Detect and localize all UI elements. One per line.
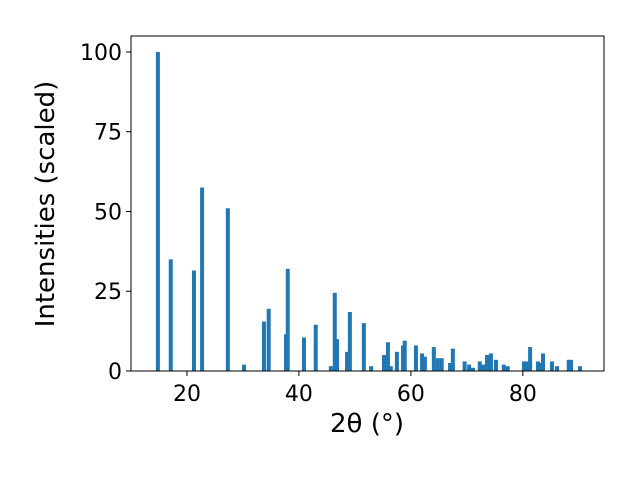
bar	[369, 366, 374, 371]
bar	[385, 342, 390, 371]
x-tick-label: 40	[285, 382, 313, 407]
bar	[471, 367, 476, 371]
bar	[420, 353, 425, 371]
y-tick-label: 75	[94, 121, 122, 146]
x-tick-label: 20	[173, 382, 201, 407]
bar	[413, 345, 418, 371]
bar	[501, 364, 506, 371]
bar	[328, 366, 333, 371]
bar	[577, 366, 582, 371]
bar	[345, 351, 350, 371]
bar	[313, 324, 318, 371]
bar	[301, 337, 306, 371]
bar	[361, 323, 366, 371]
bar	[191, 270, 196, 371]
y-axis-label: Intensities (scaled)	[31, 81, 61, 328]
y-tick-label: 25	[94, 280, 122, 305]
bar	[493, 359, 498, 371]
bar	[332, 292, 337, 371]
bar	[200, 187, 205, 371]
bar	[538, 363, 543, 371]
y-tick-label: 100	[80, 41, 122, 66]
bar	[467, 364, 472, 371]
bar	[439, 358, 444, 371]
plot-frame	[130, 35, 605, 372]
bar	[568, 359, 573, 371]
bar	[402, 340, 407, 371]
bar	[554, 366, 559, 371]
bar	[388, 366, 393, 371]
bar	[242, 364, 247, 371]
bar	[505, 366, 510, 371]
bar	[431, 347, 436, 371]
x-tick-label: 80	[509, 382, 537, 407]
x-axis-label: 2θ (°)	[330, 409, 404, 439]
bar	[477, 361, 482, 371]
bar	[448, 363, 453, 371]
bar	[168, 259, 173, 371]
bar	[394, 351, 399, 371]
bar	[266, 308, 271, 371]
bar	[488, 353, 493, 371]
bar	[347, 311, 352, 371]
y-tick-label: 0	[108, 360, 122, 385]
bar	[528, 347, 533, 371]
bar	[435, 358, 440, 371]
bar	[225, 208, 230, 371]
bar	[382, 355, 387, 371]
bar	[485, 355, 490, 371]
x-tick-label: 60	[397, 382, 425, 407]
bar	[535, 361, 540, 371]
bar	[155, 51, 160, 371]
bar	[540, 353, 545, 371]
y-tick-label: 50	[94, 200, 122, 225]
bar	[261, 321, 266, 371]
bar	[524, 361, 529, 371]
bar	[566, 359, 571, 371]
bar	[334, 339, 339, 371]
bar	[549, 361, 554, 371]
bar	[450, 348, 455, 371]
bar	[422, 356, 427, 371]
bar	[285, 268, 290, 371]
bar	[462, 361, 467, 371]
bar	[481, 364, 486, 371]
bar	[521, 361, 526, 371]
